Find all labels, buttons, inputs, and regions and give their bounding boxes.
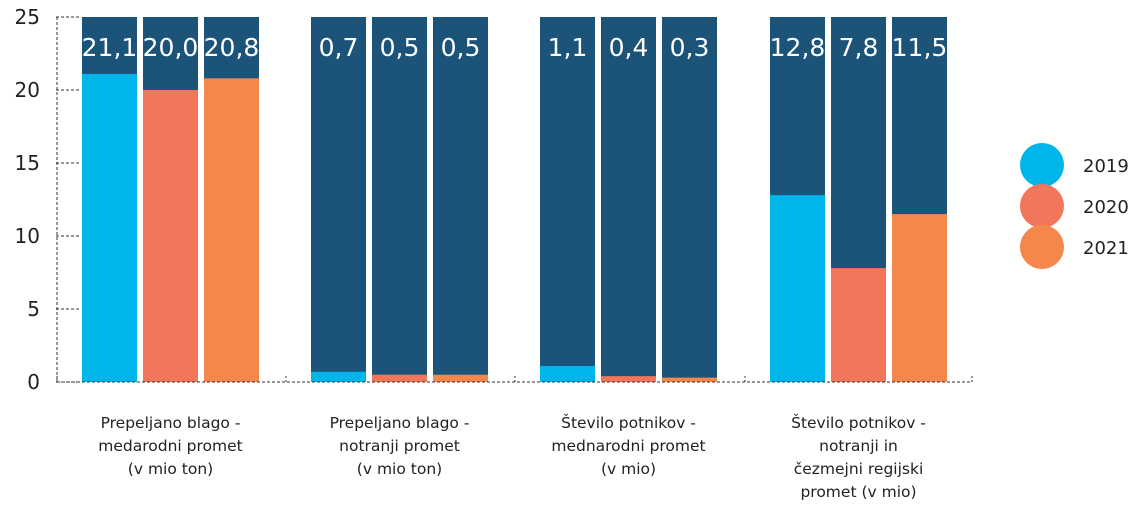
data-label: 20,0 bbox=[143, 33, 199, 62]
y-tick-label: 0 bbox=[27, 370, 40, 394]
bar-background bbox=[433, 17, 488, 382]
data-label: 0,3 bbox=[670, 33, 710, 62]
category-label-line: notranji in bbox=[819, 437, 898, 455]
category-label-line: čezmejni regijski bbox=[794, 460, 924, 478]
category-label-line: Prepeljano blago - bbox=[330, 414, 470, 432]
bar-background bbox=[540, 17, 595, 382]
legend-label-2020: 2020 bbox=[1083, 197, 1129, 218]
data-label: 0,5 bbox=[441, 33, 481, 62]
category-label-line: (v mio ton) bbox=[128, 460, 213, 478]
y-tick-label: 20 bbox=[15, 78, 40, 102]
bar-2021 bbox=[892, 214, 947, 382]
bar-2021 bbox=[662, 378, 717, 382]
legend-marker-2020 bbox=[1020, 184, 1064, 228]
category-label-line: medarodni promet bbox=[98, 437, 242, 455]
category-label-line: Število potnikov - bbox=[791, 413, 926, 432]
bar-2019 bbox=[82, 74, 137, 382]
category-label-line: notranji promet bbox=[339, 437, 460, 455]
category-label-line: (v mio ton) bbox=[357, 460, 442, 478]
category-label-line: Prepeljano blago - bbox=[101, 414, 241, 432]
bar-2021 bbox=[433, 375, 488, 382]
legend-marker-2019 bbox=[1020, 143, 1064, 187]
legend-label-2021: 2021 bbox=[1083, 238, 1129, 259]
legend-marker-2021 bbox=[1020, 225, 1064, 269]
bar-2021 bbox=[204, 78, 259, 382]
data-label: 12,8 bbox=[770, 33, 826, 62]
data-label: 0,7 bbox=[319, 33, 359, 62]
data-label: 21,1 bbox=[82, 33, 138, 62]
category-label-line: Število potnikov - bbox=[561, 413, 696, 432]
bar-background bbox=[601, 17, 656, 382]
bar-background bbox=[372, 17, 427, 382]
bar-2020 bbox=[601, 376, 656, 382]
data-label: 20,8 bbox=[204, 33, 260, 62]
y-tick-label: 25 bbox=[15, 5, 40, 29]
legend: 2019 2020 2021 bbox=[1020, 143, 1129, 269]
bar-background bbox=[662, 17, 717, 382]
category-label: Prepeljano blago - notranji promet (v mio … bbox=[330, 414, 470, 478]
data-label: 7,8 bbox=[839, 33, 879, 62]
bar-2019 bbox=[311, 372, 366, 382]
y-tick-label: 15 bbox=[15, 151, 40, 175]
bar-background bbox=[311, 17, 366, 382]
data-label: 0,5 bbox=[380, 33, 420, 62]
bar-2020 bbox=[372, 375, 427, 382]
category-label-line: (v mio) bbox=[601, 460, 656, 478]
data-label: 1,1 bbox=[548, 33, 588, 62]
bar-2020 bbox=[831, 268, 886, 382]
y-tick-label: 5 bbox=[27, 297, 40, 321]
category-label: Število potnikov - notranji in čezmejni re… bbox=[791, 413, 926, 501]
y-tick-label: 10 bbox=[15, 224, 40, 248]
bar-2019 bbox=[540, 366, 595, 382]
data-label: 11,5 bbox=[892, 33, 948, 62]
category-label: Število potnikov - mednarodni promet (v mi… bbox=[551, 413, 705, 478]
category-label-line: promet (v mio) bbox=[800, 483, 916, 501]
legend-label-2019: 2019 bbox=[1083, 156, 1129, 177]
bars-layer bbox=[82, 17, 947, 382]
bar-2019 bbox=[770, 195, 825, 382]
data-label: 0,4 bbox=[609, 33, 649, 62]
category-label-line: mednarodni promet bbox=[551, 437, 705, 455]
bar-2020 bbox=[143, 90, 198, 382]
category-label: Prepeljano blago - medarodni promet (v mio… bbox=[98, 414, 242, 478]
